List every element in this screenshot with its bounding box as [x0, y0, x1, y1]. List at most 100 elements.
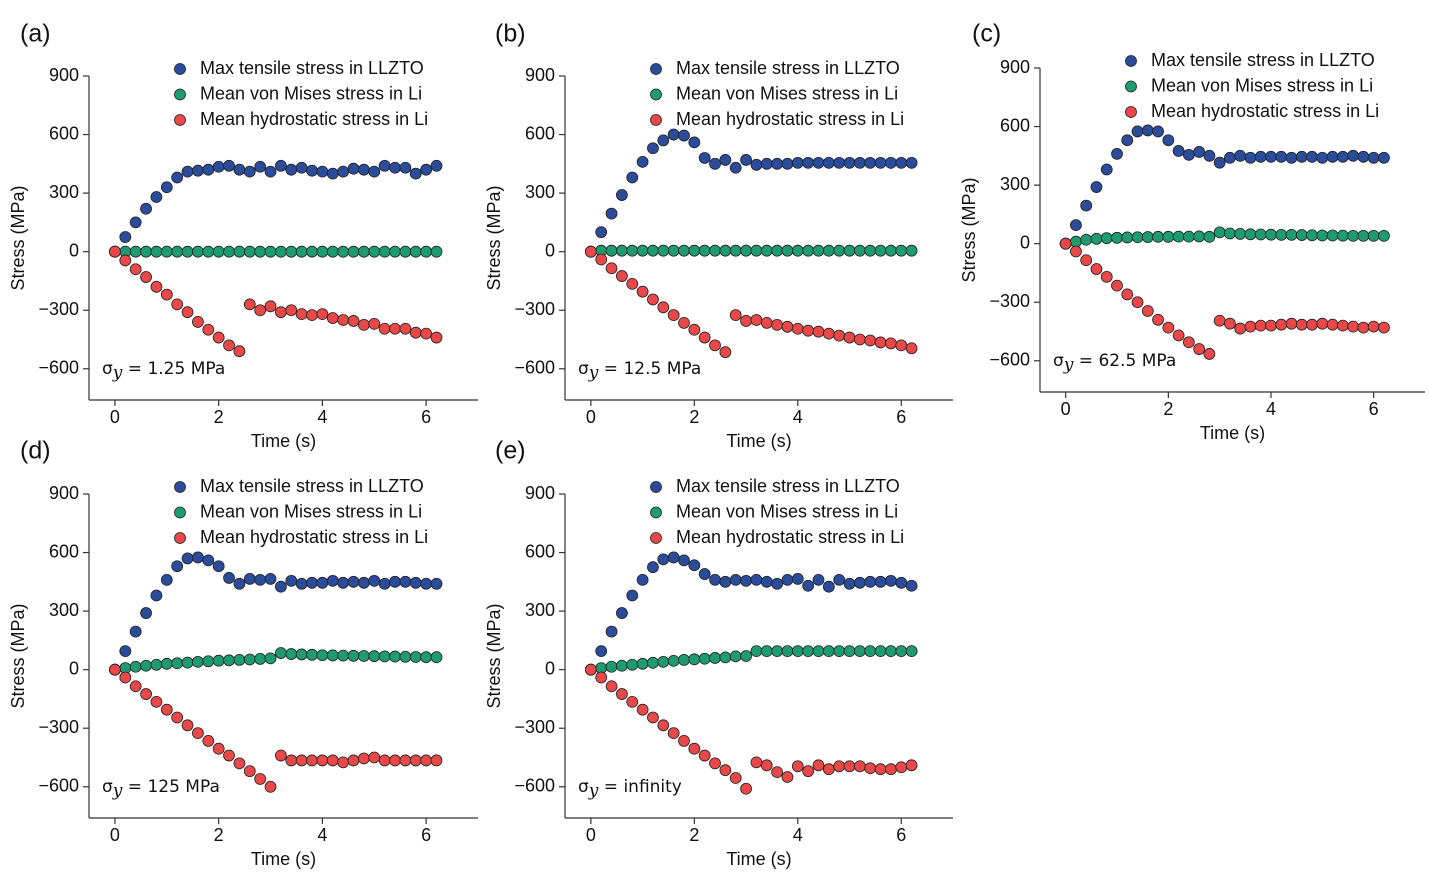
data-point: [192, 727, 204, 739]
annotation-part: = 1.25 MPa: [122, 359, 225, 379]
data-point: [399, 245, 412, 258]
x-tick-label: 2: [1163, 399, 1173, 419]
data-point: [626, 658, 639, 671]
data-point: [822, 327, 835, 340]
annotation-part: σ: [1053, 351, 1064, 371]
data-point: [853, 576, 866, 589]
legend-marker: [650, 88, 662, 101]
data-point: [885, 763, 897, 776]
data-point: [233, 163, 246, 176]
legend-marker: [650, 114, 662, 126]
data-point: [140, 688, 152, 700]
annotation-part: σ: [102, 359, 113, 379]
data-point: [378, 577, 391, 590]
data-point: [667, 128, 680, 141]
data-point: [1070, 245, 1082, 258]
data-point: [1111, 279, 1123, 292]
data-point: [843, 244, 856, 257]
data-point: [812, 244, 825, 257]
x-tick-label: 0: [586, 407, 596, 427]
data-point: [212, 160, 225, 173]
data-point: [306, 245, 318, 258]
annotation-part: = 12.5 MPa: [598, 359, 701, 379]
legend-marker: [1125, 106, 1137, 118]
annotation: σy = 62.5 MPa: [1053, 351, 1176, 375]
legend-marker: [174, 63, 186, 75]
data-point: [760, 575, 773, 588]
legend-marker: [174, 532, 186, 544]
data-point: [409, 167, 422, 180]
data-point: [202, 245, 215, 258]
data-point: [760, 244, 773, 257]
data-point: [285, 163, 298, 176]
data-point: [1336, 150, 1349, 163]
y-tick-label: 600: [1000, 115, 1030, 135]
data-point: [1080, 254, 1093, 267]
data-point: [337, 756, 350, 769]
data-point: [1070, 235, 1082, 248]
data-point: [316, 754, 329, 767]
data-point: [760, 317, 773, 329]
data-point: [843, 331, 856, 344]
y-tick-label: 900: [525, 483, 555, 503]
data-point: [905, 244, 918, 257]
data-point: [129, 660, 142, 673]
data-point: [698, 331, 711, 344]
data-point: [626, 244, 639, 257]
data-point: [1111, 147, 1123, 160]
data-point: [316, 245, 329, 258]
data-point: [1285, 228, 1298, 241]
x-tick-label: 6: [896, 825, 906, 845]
data-point: [264, 165, 277, 178]
x-tick-label: 2: [689, 407, 699, 427]
data-point: [140, 659, 152, 672]
data-point: [1306, 229, 1318, 242]
data-point: [678, 129, 690, 142]
data-point: [667, 309, 680, 321]
data-point: [1172, 329, 1185, 342]
data-point: [409, 326, 422, 339]
data-point: [853, 333, 866, 346]
x-tick-label: 0: [110, 407, 120, 427]
data-point: [584, 663, 597, 676]
legend-label: Mean hydrostatic stress in Li: [676, 109, 904, 129]
data-point: [843, 645, 856, 658]
x-tick-label: 2: [214, 825, 224, 845]
data-point: [616, 244, 628, 257]
data-point: [688, 653, 701, 666]
legend-marker: [650, 481, 662, 493]
data-point: [337, 314, 350, 326]
data-point: [150, 191, 163, 203]
legend-label: Max tensile stress in LLZTO: [676, 476, 900, 496]
data-point: [192, 551, 204, 564]
data-point: [378, 322, 391, 335]
data-point: [822, 580, 835, 593]
data-point: [791, 645, 804, 658]
data-point: [657, 244, 670, 257]
data-point: [389, 322, 401, 335]
y-tick-label: −300: [989, 291, 1030, 311]
data-point: [389, 754, 401, 767]
data-point: [781, 320, 794, 333]
data-point: [1244, 320, 1257, 333]
data-point: [326, 245, 339, 258]
data-point: [254, 160, 267, 173]
data-point: [885, 337, 897, 350]
data-point: [1357, 150, 1370, 163]
data-point: [275, 245, 287, 258]
legend-marker: [174, 114, 186, 126]
data-point: [306, 164, 318, 177]
x-tick-label: 4: [317, 407, 327, 427]
data-point: [1295, 229, 1308, 241]
y-tick-label: 300: [525, 182, 555, 202]
data-point: [316, 165, 329, 178]
data-point: [853, 244, 866, 257]
data-point: [399, 322, 412, 335]
data-point: [885, 645, 897, 658]
annotation-part: σ: [578, 359, 589, 379]
data-point: [874, 763, 887, 776]
y-tick-label: 300: [49, 182, 79, 202]
data-point: [1203, 230, 1216, 243]
data-point: [420, 327, 433, 340]
